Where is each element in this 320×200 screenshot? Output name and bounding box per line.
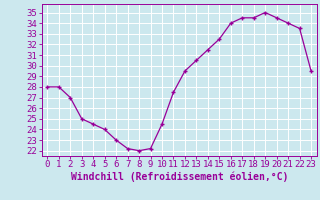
X-axis label: Windchill (Refroidissement éolien,°C): Windchill (Refroidissement éolien,°C) [70, 172, 288, 182]
